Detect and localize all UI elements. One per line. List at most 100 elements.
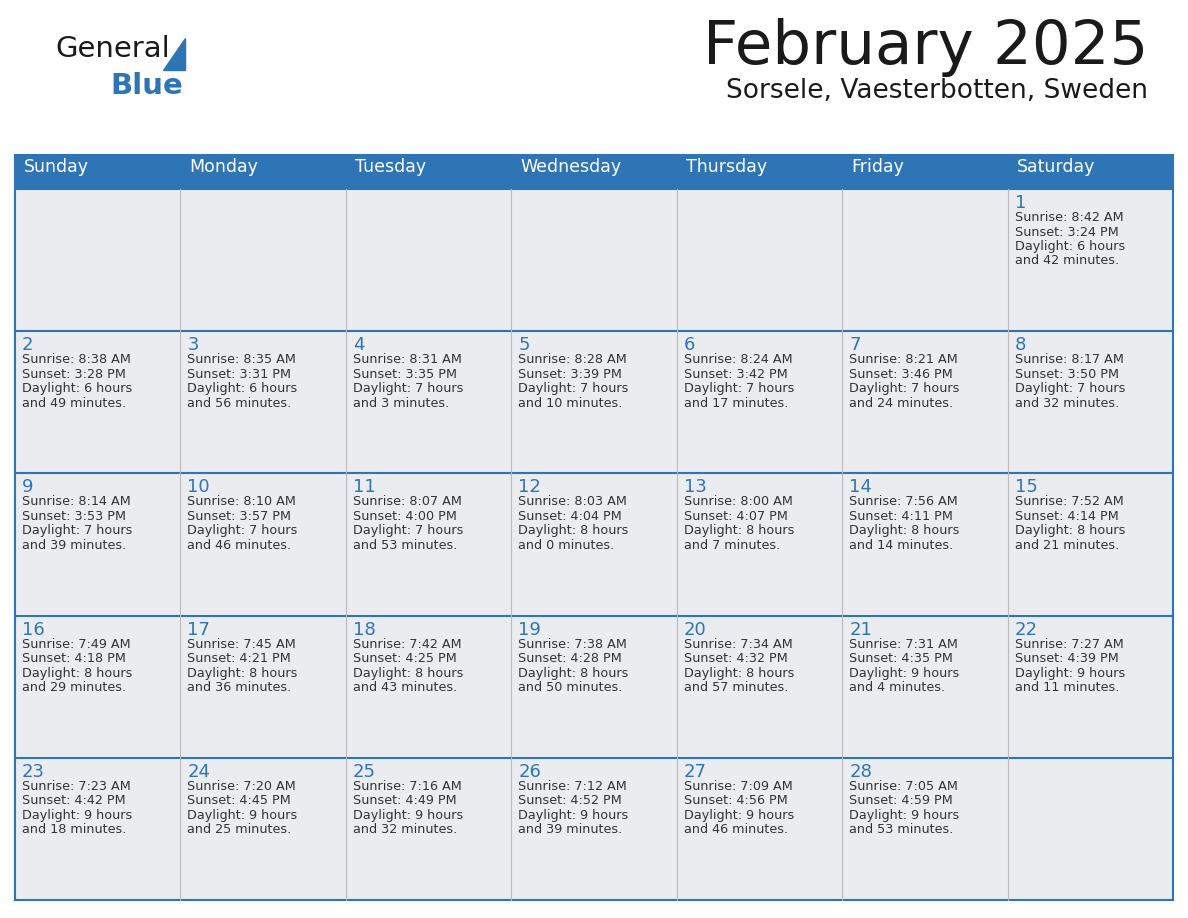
Text: Daylight: 8 hours: Daylight: 8 hours (518, 666, 628, 679)
Text: Sunset: 3:42 PM: Sunset: 3:42 PM (684, 368, 788, 381)
Text: and 11 minutes.: and 11 minutes. (1015, 681, 1119, 694)
Text: Sunrise: 8:14 AM: Sunrise: 8:14 AM (23, 496, 131, 509)
Text: Sunrise: 7:45 AM: Sunrise: 7:45 AM (188, 638, 296, 651)
Text: and 39 minutes.: and 39 minutes. (518, 823, 623, 836)
Text: Daylight: 7 hours: Daylight: 7 hours (849, 382, 960, 396)
Bar (677, 616, 842, 757)
Bar (677, 331, 842, 474)
Text: Sunset: 4:42 PM: Sunset: 4:42 PM (23, 794, 126, 807)
Bar (1007, 474, 1173, 616)
Text: Daylight: 7 hours: Daylight: 7 hours (353, 382, 463, 396)
Text: Sunrise: 7:20 AM: Sunrise: 7:20 AM (188, 779, 296, 793)
Text: Sunrise: 8:38 AM: Sunrise: 8:38 AM (23, 353, 131, 366)
Text: Daylight: 8 hours: Daylight: 8 hours (353, 666, 463, 679)
Text: Daylight: 8 hours: Daylight: 8 hours (188, 666, 298, 679)
Text: Daylight: 7 hours: Daylight: 7 hours (188, 524, 298, 537)
Text: and 53 minutes.: and 53 minutes. (353, 539, 457, 552)
Text: Sunset: 4:45 PM: Sunset: 4:45 PM (188, 794, 291, 807)
Text: 27: 27 (684, 763, 707, 781)
Text: Sunrise: 7:42 AM: Sunrise: 7:42 AM (353, 638, 461, 651)
Text: Sunrise: 7:05 AM: Sunrise: 7:05 AM (849, 779, 958, 793)
Text: 17: 17 (188, 621, 210, 639)
Text: 13: 13 (684, 478, 707, 497)
Text: Sunrise: 8:17 AM: Sunrise: 8:17 AM (1015, 353, 1124, 366)
Text: Saturday: Saturday (1017, 158, 1095, 176)
Bar (842, 189, 1007, 331)
Text: 6: 6 (684, 336, 695, 354)
Text: 7: 7 (849, 336, 860, 354)
Text: 10: 10 (188, 478, 210, 497)
Text: 19: 19 (518, 621, 542, 639)
Bar (511, 757, 677, 900)
Bar (1007, 331, 1173, 474)
Bar (511, 616, 677, 757)
Text: and 39 minutes.: and 39 minutes. (23, 539, 126, 552)
Text: and 32 minutes.: and 32 minutes. (1015, 397, 1119, 409)
Text: and 7 minutes.: and 7 minutes. (684, 539, 781, 552)
Bar (842, 616, 1007, 757)
Text: Sunrise: 7:52 AM: Sunrise: 7:52 AM (1015, 496, 1124, 509)
Text: Daylight: 6 hours: Daylight: 6 hours (23, 382, 132, 396)
Text: Sunrise: 7:16 AM: Sunrise: 7:16 AM (353, 779, 462, 793)
Text: Daylight: 9 hours: Daylight: 9 hours (849, 809, 960, 822)
Bar (677, 155, 842, 189)
Text: and 29 minutes.: and 29 minutes. (23, 681, 126, 694)
Text: Daylight: 9 hours: Daylight: 9 hours (849, 666, 960, 679)
Text: Daylight: 9 hours: Daylight: 9 hours (684, 809, 794, 822)
Text: Daylight: 9 hours: Daylight: 9 hours (1015, 666, 1125, 679)
Text: Sunset: 4:52 PM: Sunset: 4:52 PM (518, 794, 623, 807)
Text: Sunrise: 7:23 AM: Sunrise: 7:23 AM (23, 779, 131, 793)
Text: General: General (55, 35, 170, 63)
Text: and 32 minutes.: and 32 minutes. (353, 823, 457, 836)
Bar (677, 757, 842, 900)
Text: Daylight: 8 hours: Daylight: 8 hours (23, 666, 132, 679)
Text: Sunrise: 7:56 AM: Sunrise: 7:56 AM (849, 496, 958, 509)
Bar (346, 474, 511, 616)
Text: Sunset: 3:31 PM: Sunset: 3:31 PM (188, 368, 291, 381)
Text: and 4 minutes.: and 4 minutes. (849, 681, 946, 694)
Text: Tuesday: Tuesday (355, 158, 426, 176)
Bar (1007, 155, 1173, 189)
Text: Sunrise: 8:31 AM: Sunrise: 8:31 AM (353, 353, 462, 366)
Bar (15, 616, 181, 757)
Text: Sunrise: 8:21 AM: Sunrise: 8:21 AM (849, 353, 958, 366)
Text: 14: 14 (849, 478, 872, 497)
Text: 11: 11 (353, 478, 375, 497)
Text: 21: 21 (849, 621, 872, 639)
Text: 20: 20 (684, 621, 707, 639)
Bar (511, 474, 677, 616)
Bar (346, 616, 511, 757)
Text: Sunrise: 8:28 AM: Sunrise: 8:28 AM (518, 353, 627, 366)
Text: and 3 minutes.: and 3 minutes. (353, 397, 449, 409)
Text: Sunset: 4:49 PM: Sunset: 4:49 PM (353, 794, 456, 807)
Text: Daylight: 7 hours: Daylight: 7 hours (23, 524, 132, 537)
Text: 1: 1 (1015, 194, 1026, 212)
Text: Daylight: 9 hours: Daylight: 9 hours (188, 809, 298, 822)
Text: Sorsele, Vaesterbotten, Sweden: Sorsele, Vaesterbotten, Sweden (726, 78, 1148, 104)
Text: Blue: Blue (110, 72, 183, 100)
Bar (842, 757, 1007, 900)
Bar (346, 331, 511, 474)
Text: Daylight: 8 hours: Daylight: 8 hours (849, 524, 960, 537)
Text: and 10 minutes.: and 10 minutes. (518, 397, 623, 409)
Bar (346, 757, 511, 900)
Text: Sunset: 4:25 PM: Sunset: 4:25 PM (353, 652, 456, 666)
Bar (181, 155, 346, 189)
Text: Sunset: 4:00 PM: Sunset: 4:00 PM (353, 509, 456, 523)
Text: Daylight: 8 hours: Daylight: 8 hours (1015, 524, 1125, 537)
Text: Sunset: 4:07 PM: Sunset: 4:07 PM (684, 509, 788, 523)
Text: and 43 minutes.: and 43 minutes. (353, 681, 457, 694)
Text: Sunrise: 8:24 AM: Sunrise: 8:24 AM (684, 353, 792, 366)
Text: Sunset: 3:50 PM: Sunset: 3:50 PM (1015, 368, 1119, 381)
Text: Sunset: 4:39 PM: Sunset: 4:39 PM (1015, 652, 1118, 666)
Text: Daylight: 7 hours: Daylight: 7 hours (353, 524, 463, 537)
Bar (1007, 189, 1173, 331)
Text: Sunday: Sunday (24, 158, 89, 176)
Text: Sunset: 3:35 PM: Sunset: 3:35 PM (353, 368, 457, 381)
Text: 25: 25 (353, 763, 375, 781)
Text: Sunrise: 8:42 AM: Sunrise: 8:42 AM (1015, 211, 1123, 224)
Text: and 46 minutes.: and 46 minutes. (188, 539, 291, 552)
Text: Sunset: 4:14 PM: Sunset: 4:14 PM (1015, 509, 1118, 523)
Bar (181, 189, 346, 331)
Text: 9: 9 (23, 478, 33, 497)
